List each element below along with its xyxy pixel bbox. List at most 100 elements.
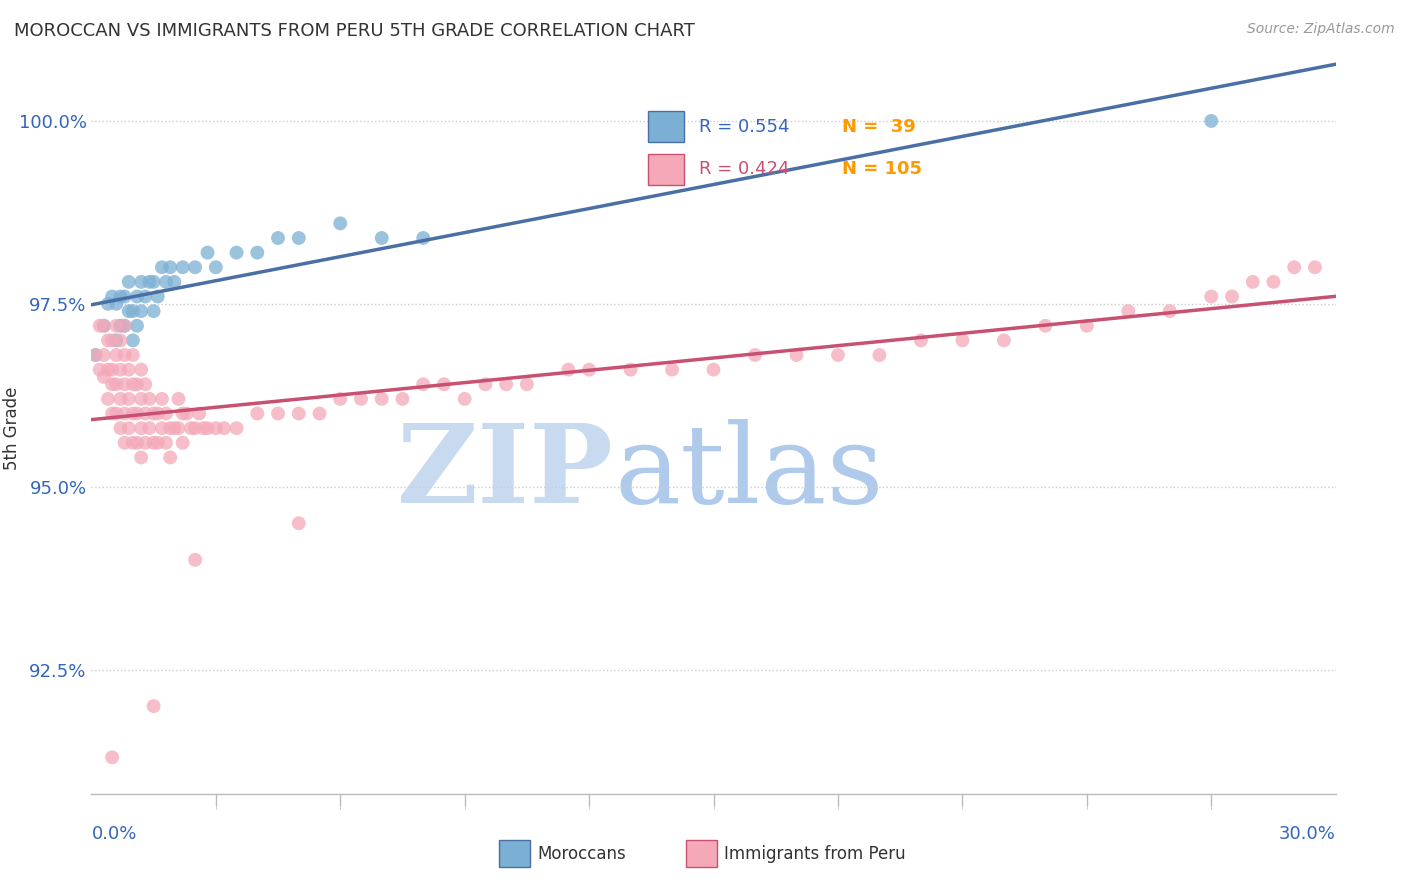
Point	[150, 260, 173, 275]
Point	[159, 260, 181, 275]
Point	[89, 318, 111, 333]
Point	[1118, 304, 1140, 318]
Point	[225, 245, 247, 260]
Point	[1241, 275, 1264, 289]
Point	[121, 348, 145, 362]
Point	[1201, 289, 1223, 303]
Point	[1220, 289, 1243, 303]
Point	[993, 334, 1015, 348]
Point	[453, 392, 475, 406]
Point	[246, 407, 269, 421]
Point	[159, 450, 181, 465]
Point	[155, 435, 177, 450]
Point	[118, 392, 141, 406]
Point	[910, 334, 932, 348]
Point	[142, 407, 165, 421]
Point	[121, 407, 145, 421]
Point	[193, 421, 215, 435]
Point	[110, 392, 132, 406]
Point	[101, 377, 124, 392]
Point	[97, 334, 120, 348]
Point	[267, 407, 290, 421]
Point	[101, 334, 124, 348]
Point	[134, 407, 156, 421]
Point	[474, 377, 496, 392]
Point	[129, 304, 152, 318]
Point	[129, 421, 152, 435]
Point	[172, 260, 194, 275]
Point	[172, 435, 194, 450]
Text: R = 0.554: R = 0.554	[699, 118, 789, 136]
Point	[744, 348, 766, 362]
Point	[114, 348, 136, 362]
FancyBboxPatch shape	[648, 112, 683, 142]
Text: Source: ZipAtlas.com: Source: ZipAtlas.com	[1247, 22, 1395, 37]
Point	[105, 318, 128, 333]
Text: Immigrants from Peru: Immigrants from Peru	[724, 845, 905, 863]
Point	[118, 304, 141, 318]
Point	[180, 421, 202, 435]
Point	[661, 362, 683, 376]
Point	[557, 362, 579, 376]
Point	[114, 318, 136, 333]
Point	[950, 334, 973, 348]
Point	[110, 334, 132, 348]
Point	[105, 297, 128, 311]
Point	[114, 289, 136, 303]
Point	[105, 407, 128, 421]
Point	[308, 407, 330, 421]
Point	[105, 334, 128, 348]
Point	[188, 407, 211, 421]
Point	[121, 377, 145, 392]
Point	[125, 289, 148, 303]
Point	[163, 275, 186, 289]
Point	[125, 377, 148, 392]
Point	[105, 348, 128, 362]
Point	[97, 362, 120, 376]
Point	[246, 245, 269, 260]
Point	[371, 392, 394, 406]
Point	[155, 407, 177, 421]
Point	[433, 377, 456, 392]
Point	[114, 407, 136, 421]
Point	[110, 289, 132, 303]
Point	[1303, 260, 1326, 275]
Point	[110, 421, 132, 435]
Point	[138, 275, 160, 289]
Point	[101, 407, 124, 421]
Point	[125, 318, 148, 333]
Point	[869, 348, 891, 362]
Point	[150, 392, 173, 406]
Point	[155, 275, 177, 289]
Point	[172, 407, 194, 421]
Point	[516, 377, 538, 392]
Point	[114, 318, 136, 333]
Text: 0.0%: 0.0%	[91, 825, 136, 843]
Point	[142, 435, 165, 450]
Point	[110, 362, 132, 376]
Point	[142, 304, 165, 318]
Point	[125, 435, 148, 450]
Point	[212, 421, 235, 435]
Point	[197, 245, 219, 260]
Point	[129, 362, 152, 376]
Point	[142, 275, 165, 289]
Point	[184, 260, 207, 275]
Point	[146, 435, 169, 450]
Point	[1035, 318, 1057, 333]
Point	[371, 231, 394, 245]
Point	[134, 435, 156, 450]
Point	[101, 362, 124, 376]
Point	[121, 304, 145, 318]
Point	[702, 362, 725, 376]
Point	[1159, 304, 1181, 318]
Point	[105, 377, 128, 392]
Point	[495, 377, 517, 392]
Point	[1076, 318, 1098, 333]
Point	[129, 392, 152, 406]
Point	[205, 260, 228, 275]
Point	[184, 553, 207, 567]
Point	[176, 407, 198, 421]
Point	[159, 421, 181, 435]
Text: N =  39: N = 39	[842, 118, 915, 136]
